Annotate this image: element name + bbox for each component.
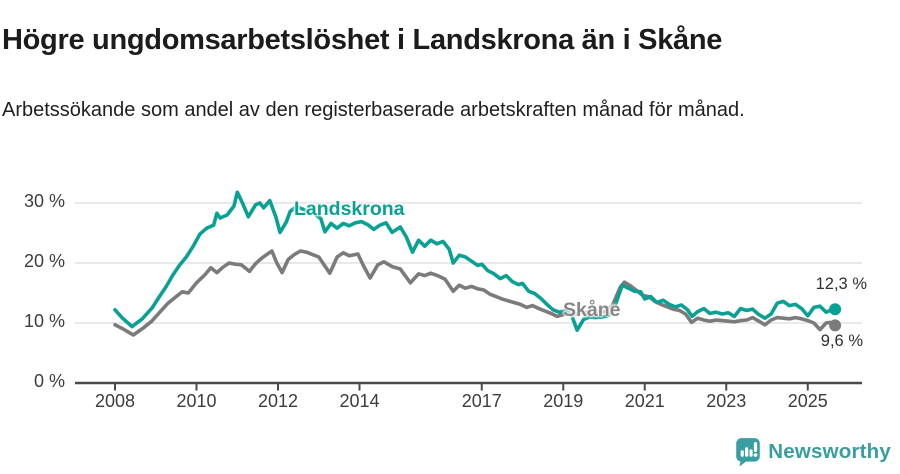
y-tick-label: 10 %	[23, 311, 65, 331]
page-title: Högre ungdomsarbetslöshet i Landskrona ä…	[2, 24, 723, 57]
chart-subtitle: Arbetssökande som andel av den registerb…	[2, 99, 745, 121]
y-tick-label: 0 %	[33, 371, 65, 391]
x-tick-label: 2012	[257, 391, 299, 411]
x-tick-label: 2023	[706, 391, 747, 411]
end-value-label-skane: 9,6 %	[820, 332, 863, 350]
y-tick-label: 30 %	[23, 191, 65, 211]
x-tick-label: 2021	[624, 391, 665, 411]
y-tick-label: 20 %	[23, 251, 65, 271]
x-tick-label: 2017	[461, 391, 502, 411]
x-tick-label: 2008	[94, 391, 136, 411]
newsworthy-wordmark: Newsworthy	[768, 440, 891, 463]
x-tick-label: 2010	[176, 391, 217, 411]
x-tick-label: 2014	[339, 391, 380, 411]
x-tick-label: 2025	[787, 391, 828, 411]
newsworthy-logo: Newsworthy	[735, 437, 891, 467]
end-value-label-landskrona: 12,3 %	[815, 275, 867, 293]
x-tick-label: 2019	[543, 391, 584, 411]
newsworthy-logo-icon	[736, 438, 761, 467]
series-label-skane: Skåne	[563, 299, 621, 321]
series-label-landskrona: Landskrona	[294, 198, 405, 220]
